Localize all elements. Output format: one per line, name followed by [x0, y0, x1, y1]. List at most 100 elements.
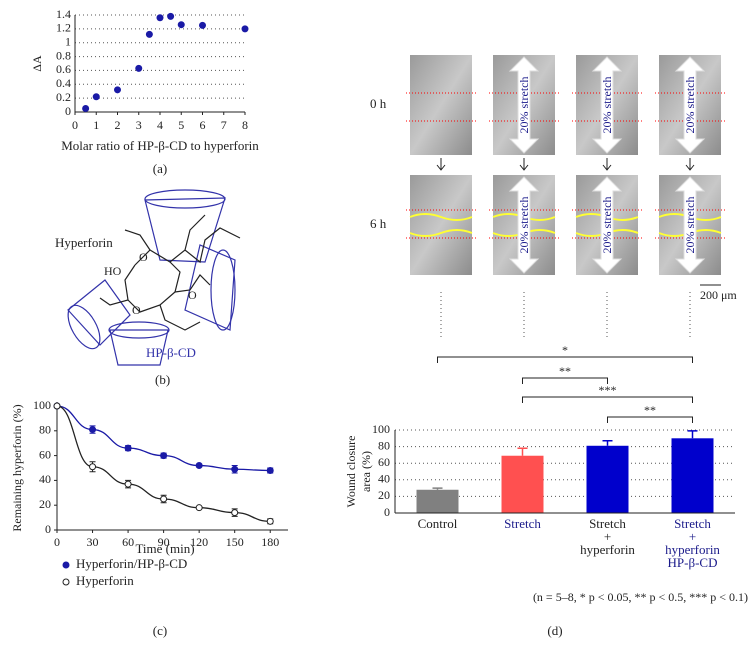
arrow — [436, 158, 446, 171]
point — [231, 465, 239, 473]
y-tick-label: 1.4 — [56, 7, 71, 21]
point — [124, 444, 132, 452]
point — [145, 30, 153, 38]
x-tick-label: 2 — [115, 118, 121, 132]
x-tick-label: 4 — [157, 118, 163, 132]
significance-label: ** — [559, 364, 571, 378]
stretch-label: 20% stretch — [600, 77, 614, 134]
x-tick-label: 0 — [72, 118, 78, 132]
point — [89, 463, 97, 471]
series-line — [56, 405, 271, 472]
y-tick-label: 20 — [39, 497, 51, 511]
caption: (c) — [153, 623, 167, 638]
point — [89, 426, 97, 434]
row-label: 6 h — [370, 216, 387, 231]
x-tick-label: 5 — [178, 118, 184, 132]
micrograph — [410, 55, 472, 155]
y-tick-label: 60 — [39, 447, 51, 461]
stretch-arrow — [508, 56, 540, 154]
stretch-arrow — [591, 176, 623, 274]
y-tick-label: 80 — [378, 438, 390, 452]
x-tick-label: 7 — [221, 118, 227, 132]
legend-label: Hyperforin — [76, 573, 134, 588]
point — [266, 466, 274, 474]
x-tick-label: 60 — [122, 535, 134, 549]
arrow — [685, 158, 695, 171]
significance-bracket — [437, 356, 693, 363]
molecule-diagram — [67, 189, 236, 366]
y-tick-label: 40 — [39, 472, 51, 486]
x-tick-label: hyperforin — [580, 542, 635, 557]
y-tick-label: 1 — [65, 34, 71, 48]
stretch-arrow — [674, 176, 706, 274]
molecule-skeleton — [99, 214, 241, 331]
x-tick-label: HP-β-CD — [668, 555, 718, 570]
arrow — [602, 158, 612, 171]
footnote: (n = 5–8, * p < 0.05, ** p < 0.5, *** p … — [533, 590, 748, 604]
bar — [501, 455, 544, 513]
x-axis-label: Time (min) — [135, 541, 194, 556]
atom-label: O — [132, 303, 141, 317]
legend-marker — [62, 561, 70, 569]
y-tick-label: 100 — [33, 398, 51, 412]
x-tick-label: 8 — [242, 118, 248, 132]
atom-label: O — [139, 250, 148, 264]
point — [114, 86, 121, 94]
point — [177, 21, 185, 29]
point — [82, 105, 90, 113]
bar — [416, 489, 459, 513]
point — [160, 452, 168, 460]
significance-bracket — [607, 416, 693, 423]
x-tick-label: Stretch — [674, 516, 711, 531]
y-axis-label: Remaining hyperforin (%) — [10, 404, 24, 531]
x-tick-label: hyperforin — [665, 542, 720, 557]
wound-edge — [409, 213, 473, 237]
host-label: HP-β-CD — [146, 345, 196, 360]
x-tick-label: 1 — [93, 118, 99, 132]
point — [135, 64, 143, 72]
error-bar — [602, 440, 613, 446]
y-tick-label: 0.2 — [56, 90, 71, 104]
y-tick-label: 0.8 — [56, 48, 71, 62]
bar — [671, 438, 714, 513]
series-line — [56, 405, 271, 522]
x-tick-label: 90 — [158, 535, 170, 549]
point — [167, 12, 175, 20]
significance-bracket — [522, 396, 693, 403]
y-axis-label: area (%) — [359, 451, 373, 492]
molecule-label: Hyperforin — [55, 235, 113, 250]
significance-label: *** — [599, 383, 617, 397]
y-axis-label: ΔA — [30, 55, 44, 72]
significance-label: ** — [644, 403, 656, 417]
point — [160, 495, 168, 503]
atom-label: O — [188, 288, 197, 302]
row-label: 0 h — [370, 96, 387, 111]
x-tick-label: Stretch — [504, 516, 541, 531]
x-tick-label: 150 — [226, 535, 244, 549]
y-tick-label: 20 — [378, 488, 390, 502]
scale-label: 200 μm — [700, 288, 737, 302]
bar — [586, 445, 629, 513]
y-tick-label: 0 — [45, 522, 51, 536]
x-tick-label: Control — [418, 516, 458, 531]
y-tick-label: 0.6 — [56, 62, 71, 76]
error-bar — [687, 430, 698, 439]
stretch-label: 20% stretch — [683, 197, 697, 254]
caption: (b) — [155, 372, 170, 387]
arrow — [519, 158, 529, 171]
y-axis-label: Wound closure — [344, 435, 358, 507]
y-tick-label: 1.2 — [56, 21, 71, 35]
x-tick-label: 30 — [87, 535, 99, 549]
point — [92, 93, 100, 101]
stretch-label: 20% stretch — [600, 197, 614, 254]
y-tick-label: 0.4 — [56, 76, 71, 90]
stretch-label: 20% stretch — [683, 77, 697, 134]
x-tick-label: 6 — [200, 118, 206, 132]
error-bar — [517, 447, 528, 456]
y-tick-label: 0 — [65, 104, 71, 118]
significance-label: * — [562, 343, 568, 357]
stretch-label: 20% stretch — [517, 77, 531, 134]
x-tick-label: 180 — [261, 535, 279, 549]
point — [231, 509, 239, 517]
